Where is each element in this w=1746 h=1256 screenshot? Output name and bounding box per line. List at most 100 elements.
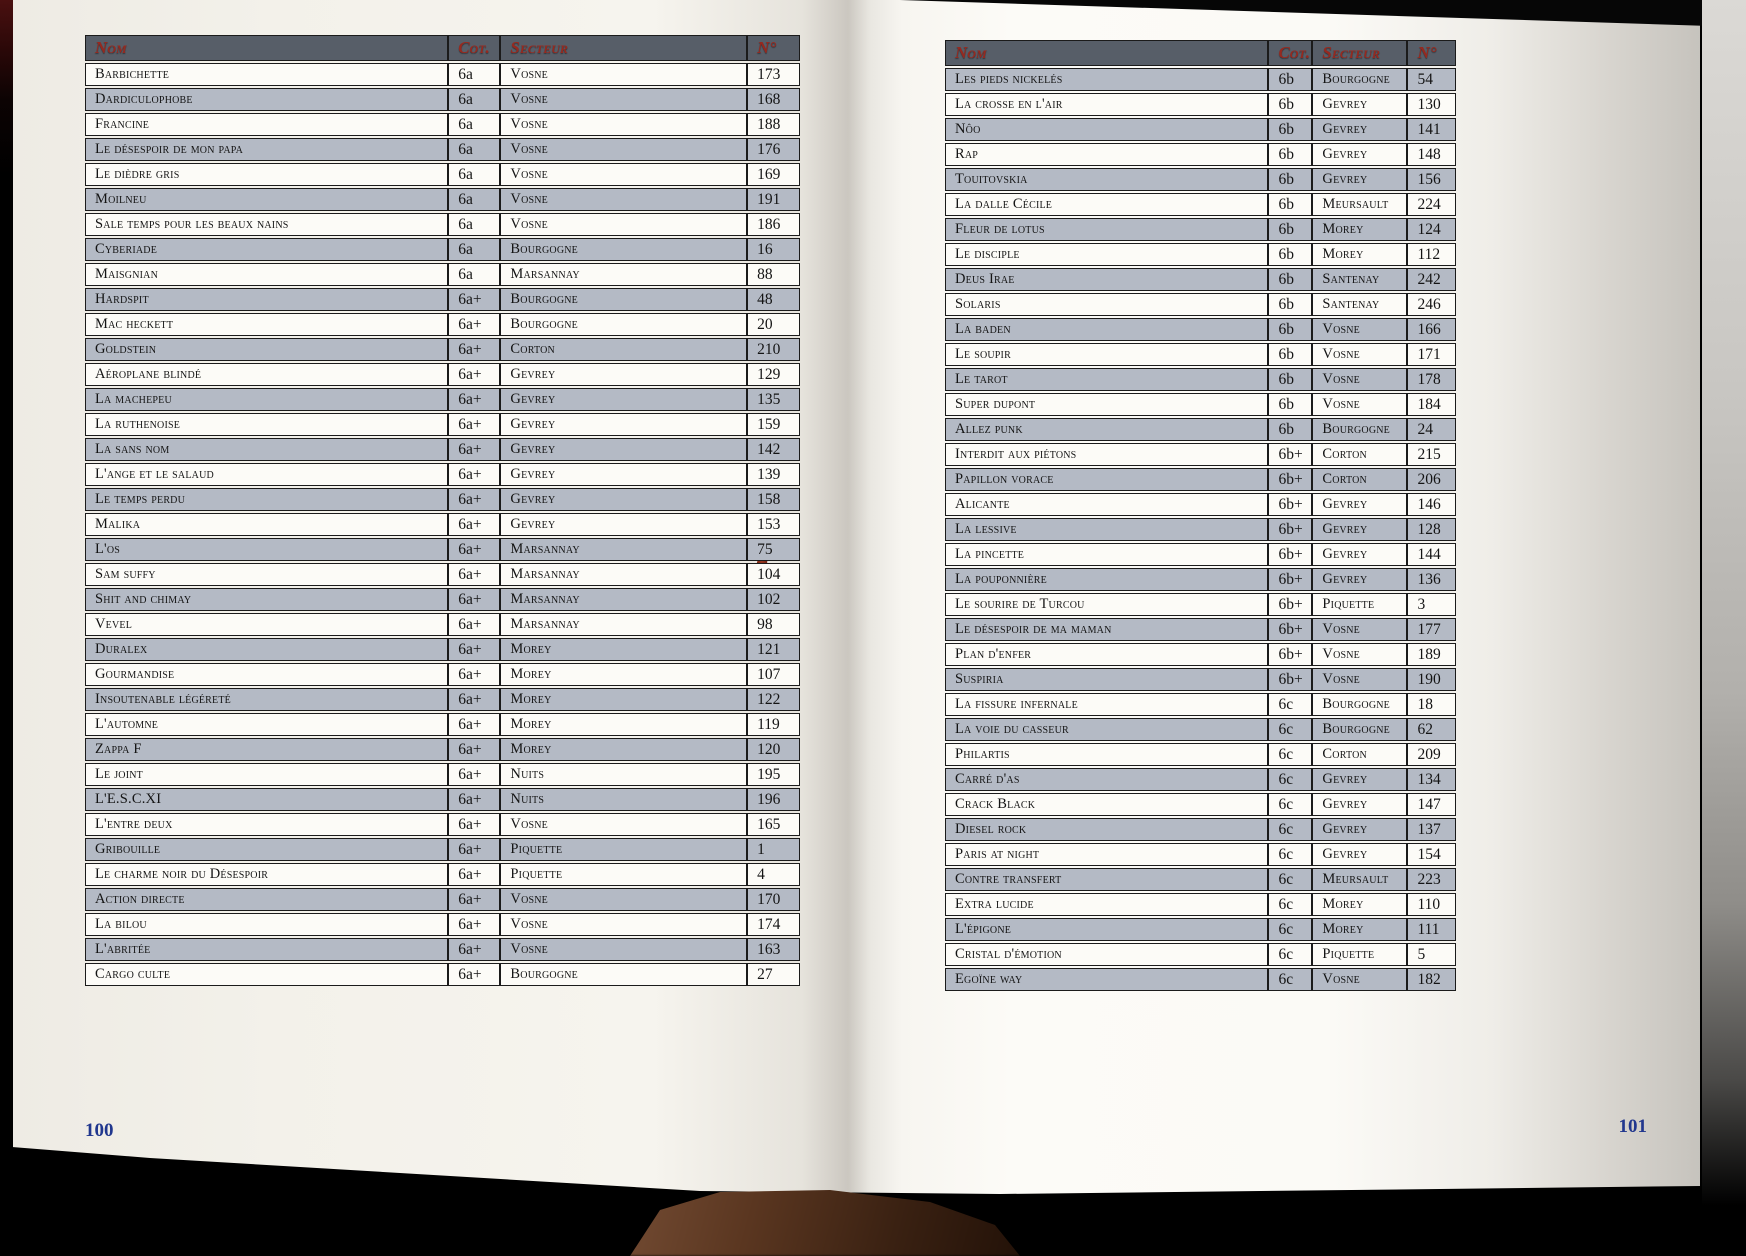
route-row: Le charme noir du Désespoir 6a+ Piquette 4: [85, 863, 800, 886]
route-row: L'entre deux 6a+ Vosne 165: [85, 813, 800, 836]
table-body: Barbichette 6a Vosne 173 Dardiculophobe 6a Vos…: [85, 63, 800, 986]
route-number-cell: 54: [1407, 68, 1456, 91]
route-row: Gourmandise 6a+ Morey 107: [85, 663, 800, 686]
route-grade-cell: 6b: [1268, 68, 1313, 91]
route-name-cell: L'entre deux: [85, 813, 449, 836]
route-row: Sam suffy 6a+ Marsannay 104: [85, 563, 800, 586]
route-grade-cell: 6b: [1268, 368, 1313, 391]
route-grade-cell: 6b+: [1268, 518, 1313, 541]
route-number-cell: 20: [747, 313, 800, 336]
route-grade-cell: 6b+: [1268, 593, 1313, 616]
route-row: Insoutenable légéreté 6a+ Morey 122: [85, 688, 800, 711]
route-grade-cell: 6a: [448, 88, 501, 111]
route-sector-cell: Vosne: [1312, 393, 1408, 416]
route-number-cell: 4: [747, 863, 800, 886]
route-row: Zappa F 6a+ Morey 120: [85, 738, 800, 761]
route-name-cell: Sale temps pour les beaux nains: [85, 213, 449, 236]
route-name-cell: Alicante: [945, 493, 1269, 516]
route-sector-cell: Vosne: [500, 888, 748, 911]
route-name-cell: Le tarot: [945, 368, 1269, 391]
route-sector-cell: Bourgogne: [500, 238, 748, 261]
route-name-cell: La crosse en l'air: [945, 93, 1269, 116]
route-name-cell: Le temps perdu: [85, 488, 449, 511]
route-sector-cell: Morey: [1312, 893, 1408, 916]
route-row: Rap 6b Gevrey 148: [945, 143, 1456, 166]
route-name-cell: Plan d'enfer: [945, 643, 1269, 666]
routes-table-left-page: Nom Cot. Secteur N° Barbichette 6a Vosne 173 Da…: [85, 33, 800, 988]
route-name-cell: Rap: [945, 143, 1269, 166]
route-row: Allez punk 6b Bourgogne 24: [945, 418, 1456, 441]
route-name-cell: Barbichette: [85, 63, 449, 86]
route-number-cell: 215: [1407, 443, 1456, 466]
route-name-cell: Le soupir: [945, 343, 1269, 366]
route-name-cell: Moilneu: [85, 188, 449, 211]
route-row: Interdit aux piétons 6b+ Corton 215: [945, 443, 1456, 466]
route-row: Philartis 6c Corton 209: [945, 743, 1456, 766]
route-row: Le soupir 6b Vosne 171: [945, 343, 1456, 366]
route-sector-cell: Piquette: [1312, 593, 1408, 616]
route-sector-cell: Vosne: [1312, 968, 1408, 991]
route-number-cell: 98: [747, 613, 800, 636]
route-name-cell: La pouponnière: [945, 568, 1269, 591]
route-name-cell: Suspiria: [945, 668, 1269, 691]
route-number-cell: 139: [747, 463, 800, 486]
route-sector-cell: Vosne: [500, 63, 748, 86]
route-number-cell: 112: [1407, 243, 1456, 266]
route-grade-cell: 6a+: [448, 488, 501, 511]
route-number-cell: 130: [1407, 93, 1456, 116]
route-sector-cell: Morey: [500, 663, 748, 686]
route-number-cell: 135: [747, 388, 800, 411]
route-sector-cell: Bourgogne: [1312, 718, 1408, 741]
route-row: La dalle Cécile 6b Meursault 224: [945, 193, 1456, 216]
route-number-cell: 119: [747, 713, 800, 736]
route-name-cell: Crack Black: [945, 793, 1269, 816]
route-name-cell: La pincette: [945, 543, 1269, 566]
route-sector-cell: Nuits: [500, 763, 748, 786]
route-sector-cell: Bourgogne: [500, 963, 748, 986]
route-row: Fleur de lotus 6b Morey 124: [945, 218, 1456, 241]
route-grade-cell: 6b+: [1268, 493, 1313, 516]
routes-table: Nom Cot. Secteur N° Barbichette 6a Vosne 173 Da…: [85, 33, 800, 988]
route-name-cell: Le sourire de Turcou: [945, 593, 1269, 616]
route-grade-cell: 6a+: [448, 588, 501, 611]
route-row: Le disciple 6b Morey 112: [945, 243, 1456, 266]
column-header: N°: [1407, 40, 1456, 66]
route-number-cell: 16: [747, 238, 800, 261]
route-sector-cell: Santenay: [1312, 293, 1408, 316]
route-name-cell: Aéroplane blindé: [85, 363, 449, 386]
route-number-cell: 62: [1407, 718, 1456, 741]
column-header: Cot.: [448, 35, 501, 61]
route-grade-cell: 6a+: [448, 288, 501, 311]
route-name-cell: La ruthenoise: [85, 413, 449, 436]
route-grade-cell: 6b: [1268, 118, 1313, 141]
route-row: L'ange et le salaud 6a+ Gevrey 139: [85, 463, 800, 486]
route-number-cell: 223: [1407, 868, 1456, 891]
route-number-cell: 129: [747, 363, 800, 386]
route-grade-cell: 6c: [1268, 693, 1313, 716]
route-name-cell: L'ange et le salaud: [85, 463, 449, 486]
route-row: Malika 6a+ Gevrey 153: [85, 513, 800, 536]
route-number-cell: 188: [747, 113, 800, 136]
route-number-cell: 182: [1407, 968, 1456, 991]
route-row: Touitovskia 6b Gevrey 156: [945, 168, 1456, 191]
route-sector-cell: Corton: [1312, 743, 1408, 766]
route-number-cell: 3: [1407, 593, 1456, 616]
route-sector-cell: Piquette: [1312, 943, 1408, 966]
route-number-cell: 246: [1407, 293, 1456, 316]
route-name-cell: Deus Irae: [945, 268, 1269, 291]
route-row: Vevel 6a+ Marsannay 98: [85, 613, 800, 636]
route-sector-cell: Gevrey: [1312, 793, 1408, 816]
route-name-cell: Vevel: [85, 613, 449, 636]
route-name-cell: Les pieds nickelés: [945, 68, 1269, 91]
route-sector-cell: Gevrey: [500, 363, 748, 386]
route-number-cell: 75: [747, 538, 800, 561]
route-sector-cell: Gevrey: [1312, 518, 1408, 541]
route-number-cell: 169: [747, 163, 800, 186]
route-number-cell: 1: [747, 838, 800, 861]
route-name-cell: La baden: [945, 318, 1269, 341]
route-row: Le tarot 6b Vosne 178: [945, 368, 1456, 391]
route-sector-cell: Gevrey: [1312, 568, 1408, 591]
route-sector-cell: Vosne: [500, 188, 748, 211]
route-row: Diesel rock 6c Gevrey 137: [945, 818, 1456, 841]
route-row: Contre transfert 6c Meursault 223: [945, 868, 1456, 891]
